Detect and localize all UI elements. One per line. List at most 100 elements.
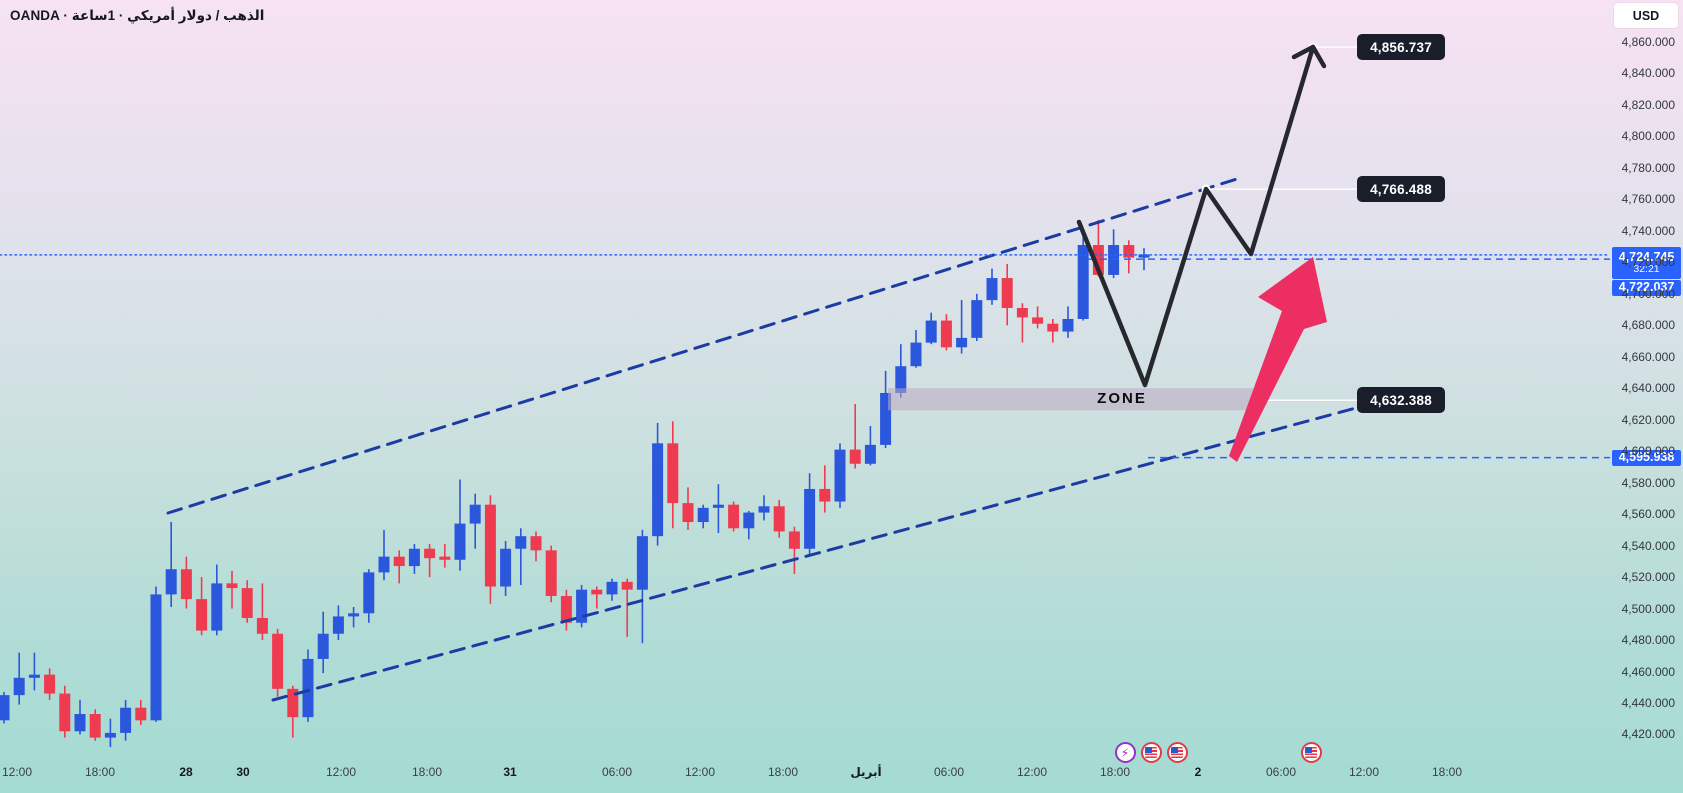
candle-down [819,488,831,502]
price-axis-tick: 4,600.000 [1621,444,1675,459]
price-target-label-3[interactable]: 4,632.388 [1357,387,1445,414]
candle-up [864,444,876,464]
secondary-price-value: 4,722.037 [1618,280,1675,295]
price-axis-tick: 4,520.000 [1621,570,1675,585]
price-axis-tick: 4,420.000 [1621,727,1675,742]
candle-down [226,583,238,589]
projection-arrowhead [1310,44,1327,69]
projection-zigzag[interactable] [1076,44,1316,388]
price-target-label-2[interactable]: 4,766.488 [1357,176,1445,203]
candle-up [302,658,314,718]
price-axis-tick: 4,640.000 [1621,381,1675,396]
time-axis-tick: 18:00 [767,765,799,779]
channel-upper-line[interactable] [166,176,1242,515]
us-flag-icon[interactable] [1300,742,1322,763]
zone-band[interactable] [888,388,1259,411]
bar-countdown: 32:21 [1633,262,1660,275]
candle-down [256,618,268,634]
projection-arrowhead [1291,44,1316,60]
time-axis-tick: 12:00 [1,765,33,779]
candle-up [28,674,40,678]
zone-label: ZONE [1097,390,1147,408]
time-axis-tick: 06:00 [933,765,965,779]
candle-down [940,320,952,348]
price-axis-tick: 4,840.000 [1621,66,1675,81]
candle-down [272,633,284,689]
us-flag-icon[interactable] [1166,742,1188,763]
candle-down [788,531,800,549]
current-price-value: 4,724.745 [1618,249,1675,264]
candle-up [834,449,846,502]
candle-up [804,488,816,549]
currency-toggle-button[interactable]: USD [1614,3,1678,28]
candle-up [925,320,937,343]
time-axis-tick: 18:00 [1431,765,1463,779]
lower-line-axis-label: 4,595.938 [1612,449,1681,466]
price-axis-tick: 4,740.000 [1621,223,1675,238]
price-axis-tick: 4,820.000 [1621,97,1675,112]
candle-up [378,556,390,573]
price-axis-tick: 4,540.000 [1621,538,1675,553]
us-flag-image [1145,747,1157,758]
price-axis-tick: 4,440.000 [1621,695,1675,710]
candle-down [59,693,71,732]
time-axis-tick: 06:00 [601,765,633,779]
candle-down [196,599,208,631]
time-axis-tick: 06:00 [1265,765,1297,779]
candle-up [1077,245,1089,319]
candle-up [317,633,329,659]
price-axis-tick: 4,660.000 [1621,349,1675,364]
candle-up [1138,254,1150,258]
candle-up [0,695,10,721]
candle-up [895,366,907,393]
candle-down [1016,307,1028,318]
candle-up [1062,318,1074,332]
price-axis-tick: 4,860.000 [1621,35,1675,49]
channel-lower-line[interactable] [271,406,1358,702]
candle-down [1047,323,1059,332]
time-axis-drag-area[interactable] [0,757,1563,793]
price-axis-tick: 4,760.000 [1621,192,1675,207]
candle-down [89,714,101,738]
candle-up [515,536,527,549]
candle-up [986,278,998,301]
candle-down [393,556,405,567]
pink-up-arrow[interactable] [1229,257,1327,462]
price-axis-tick: 4,800.000 [1621,129,1675,144]
candle-up [956,337,968,348]
candle-up [500,548,512,587]
lightning-icon[interactable]: ⚡ [1114,742,1136,763]
us-flag-icon[interactable] [1140,742,1162,763]
price-target-label-1[interactable]: 4,856.737 [1357,34,1445,61]
candle-up [1108,245,1120,275]
candle-down [1001,278,1013,308]
candle-up [211,583,223,631]
candle-up [712,504,724,508]
candle-down [849,449,861,464]
price-axis-tick: 4,780.000 [1621,160,1675,175]
candle-up [697,507,709,523]
price-axis-tick: 4,460.000 [1621,664,1675,679]
time-axis-tick: 12:00 [325,765,357,779]
candle-down [439,556,451,560]
time-axis-tick: 30 [236,765,250,779]
candle-down [530,536,542,551]
price-axis-drag-area[interactable] [1563,0,1683,757]
time-axis-tick: 18:00 [1099,765,1131,779]
candle-down [180,569,192,600]
candle-down [667,443,679,504]
price-axis-tick: 4,620.000 [1621,412,1675,427]
candle-down [773,506,785,532]
candle-down [424,548,436,559]
current-price-axis-label: 4,724.745 32:21 [1612,246,1681,279]
time-axis-tick: أبريل [850,765,882,779]
symbol-title: OANDA · الذهب / دولار أمريكي · 1ساعة [10,8,265,23]
candle-up [348,613,360,617]
candle-up [971,300,983,338]
candle-down [287,688,299,718]
candle-up [74,714,86,732]
price-axis-tick: 4,500.000 [1621,601,1675,616]
time-axis-tick: 31 [503,765,517,779]
